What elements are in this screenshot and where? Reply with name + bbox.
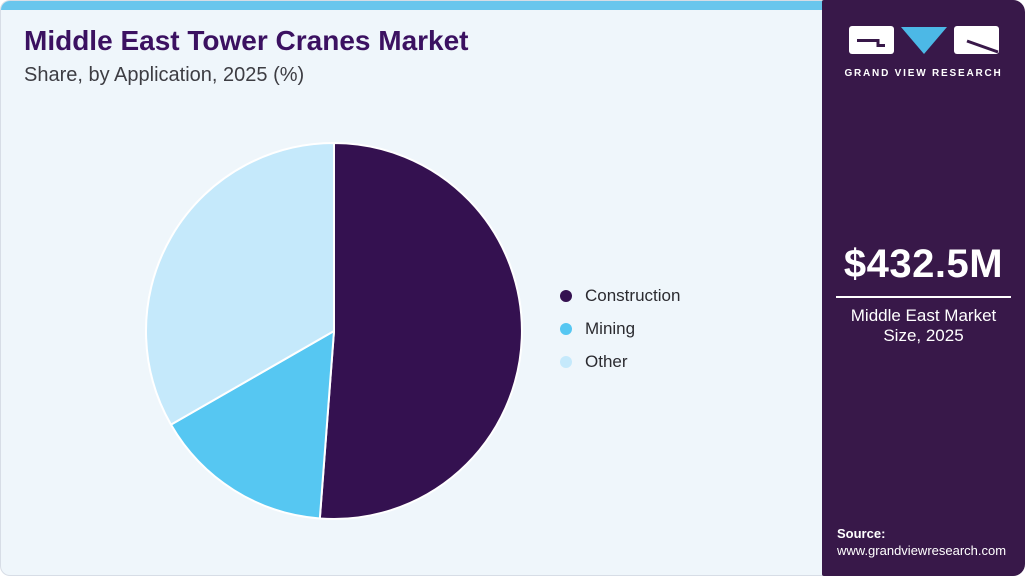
brand-name: GRAND VIEW RESEARCH [844, 68, 1003, 79]
legend-swatch-icon [560, 356, 572, 368]
source-block: Source: www.grandviewresearch.com [837, 526, 1006, 558]
legend-item-construction: Construction [560, 286, 680, 306]
gvr-logo-icon [848, 26, 999, 54]
stat-divider [836, 296, 1011, 298]
brand-logo-block: GRAND VIEW RESEARCH [822, 25, 1025, 79]
pie-chart [144, 141, 524, 521]
stat-value: $432.5M [843, 242, 1004, 286]
legend-swatch-icon [560, 323, 572, 335]
legend-swatch-icon [560, 290, 572, 302]
pie-slice-other [145, 142, 335, 426]
market-size-stat: $432.5M Middle East Market Size, 2025 [822, 242, 1025, 346]
source-url: www.grandviewresearch.com [837, 543, 1007, 558]
chart-title: Middle East Tower Cranes Market [24, 25, 469, 56]
chart-subtitle: Share, by Application, 2025 (%) [24, 64, 305, 86]
legend-label: Mining [585, 319, 636, 338]
chart-card: Middle East Tower Cranes Market Share, b… [0, 0, 823, 576]
accent-top-bar [1, 1, 823, 10]
pie-chart-svg [145, 142, 523, 520]
pie-slice-construction [318, 142, 523, 520]
brand-sidebar: GRAND VIEW RESEARCH $432.5M Middle East … [822, 0, 1025, 576]
chart-header: Middle East Tower Cranes Market Share, b… [24, 25, 469, 87]
legend-item-mining: Mining [560, 319, 680, 339]
pie-slice-mining [169, 330, 335, 520]
source-label: Source: [837, 526, 886, 541]
legend-item-other: Other [560, 352, 680, 372]
stat-label: Middle East Market Size, 2025 [850, 306, 997, 346]
chart-legend: Construction Mining Other [560, 286, 680, 385]
legend-label: Other [585, 352, 628, 371]
legend-label: Construction [585, 286, 681, 305]
